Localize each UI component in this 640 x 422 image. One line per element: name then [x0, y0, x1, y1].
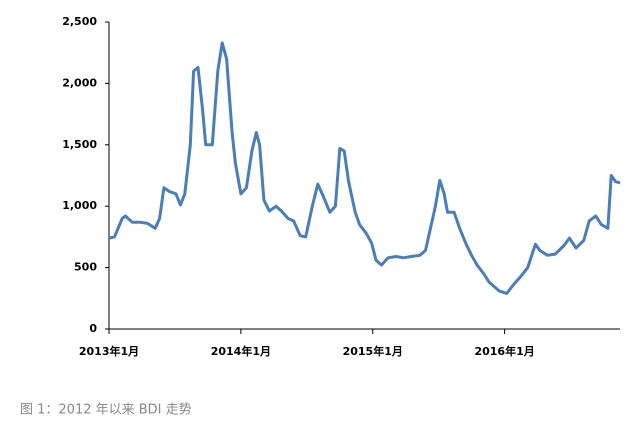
x-tick-label: 2015年1月	[343, 344, 403, 358]
line	[108, 41, 621, 295]
x-tick-label: 2013年1月	[79, 344, 139, 358]
y-tick-label: 2,500	[62, 15, 97, 28]
y-tick-label: 2,000	[62, 76, 97, 89]
x-tick-label: 2014年1月	[211, 344, 271, 358]
caption: 图 1：2012 年以来 BDI 走势	[20, 402, 192, 418]
y-tick-label: 0	[89, 322, 97, 335]
y-tick-label: 1,000	[62, 199, 97, 212]
y-tick-label: 1,500	[62, 138, 97, 151]
y-tick-label: 500	[74, 261, 97, 274]
x-tick-label: 2016年1月	[474, 344, 534, 358]
